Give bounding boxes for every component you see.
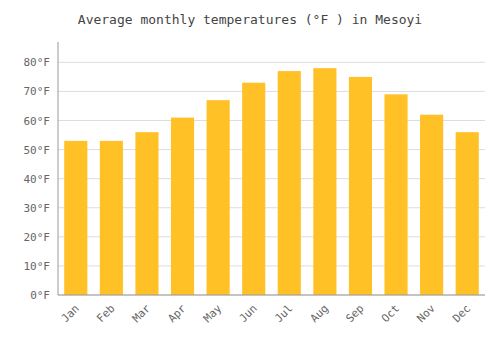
x-axis-line <box>58 295 485 296</box>
grid-line <box>58 295 485 296</box>
y-tick-label: 40°F <box>24 173 51 186</box>
y-tick-label: 10°F <box>24 260 51 273</box>
chart-container: Average monthly temperatures (°F ) in Me… <box>0 0 500 350</box>
x-tick-label: May <box>201 302 225 326</box>
y-tick-label: 30°F <box>24 202 51 215</box>
bar <box>313 68 336 295</box>
x-tick-label: Apr <box>165 302 189 326</box>
bar <box>171 118 194 295</box>
grid-line <box>58 62 485 63</box>
x-tick-label: Aug <box>308 302 331 325</box>
x-tick-label: Sep <box>343 302 366 325</box>
x-tick-label: Dec <box>450 302 473 325</box>
x-tick-label: Nov <box>415 302 439 326</box>
bar <box>100 141 123 295</box>
x-tick-labels: Jan Feb Mar Apr May Jun Jul Aug Sep Oct Nov Dec <box>59 302 474 326</box>
bar <box>349 77 372 295</box>
bar <box>64 141 87 295</box>
bar <box>135 132 158 295</box>
x-tick-label: Mar <box>130 302 154 326</box>
grid <box>58 62 485 295</box>
x-tick-label: Oct <box>379 302 402 325</box>
y-tick-label: 0°F <box>30 289 50 302</box>
y-tick-label: 50°F <box>24 144 51 157</box>
title: Average monthly temperatures (°F ) in Me… <box>78 12 422 27</box>
bar <box>456 132 479 295</box>
bar <box>207 100 230 295</box>
y-tick-label: 60°F <box>24 115 51 128</box>
bar <box>242 83 265 295</box>
x-tick-label: Jun <box>237 302 260 325</box>
x-tick-label: Jul <box>272 302 295 325</box>
bar <box>384 94 407 295</box>
y-tick-label: 80°F <box>24 56 51 69</box>
y-tick-labels: 0°F 10°F 20°F 30°F 40°F 50°F 60°F 70°F 80°F <box>24 56 51 302</box>
bars <box>64 68 479 295</box>
chart: Average monthly temperatures (°F ) in Me… <box>0 0 500 350</box>
y-tick-label: 20°F <box>24 231 51 244</box>
bar <box>420 115 443 295</box>
bar <box>278 71 301 295</box>
grid-line <box>58 91 485 92</box>
x-tick-label: Jan <box>59 302 82 325</box>
x-tick-label: Feb <box>94 302 117 325</box>
y-tick-label: 70°F <box>24 85 51 98</box>
y-axis-line <box>58 42 59 295</box>
